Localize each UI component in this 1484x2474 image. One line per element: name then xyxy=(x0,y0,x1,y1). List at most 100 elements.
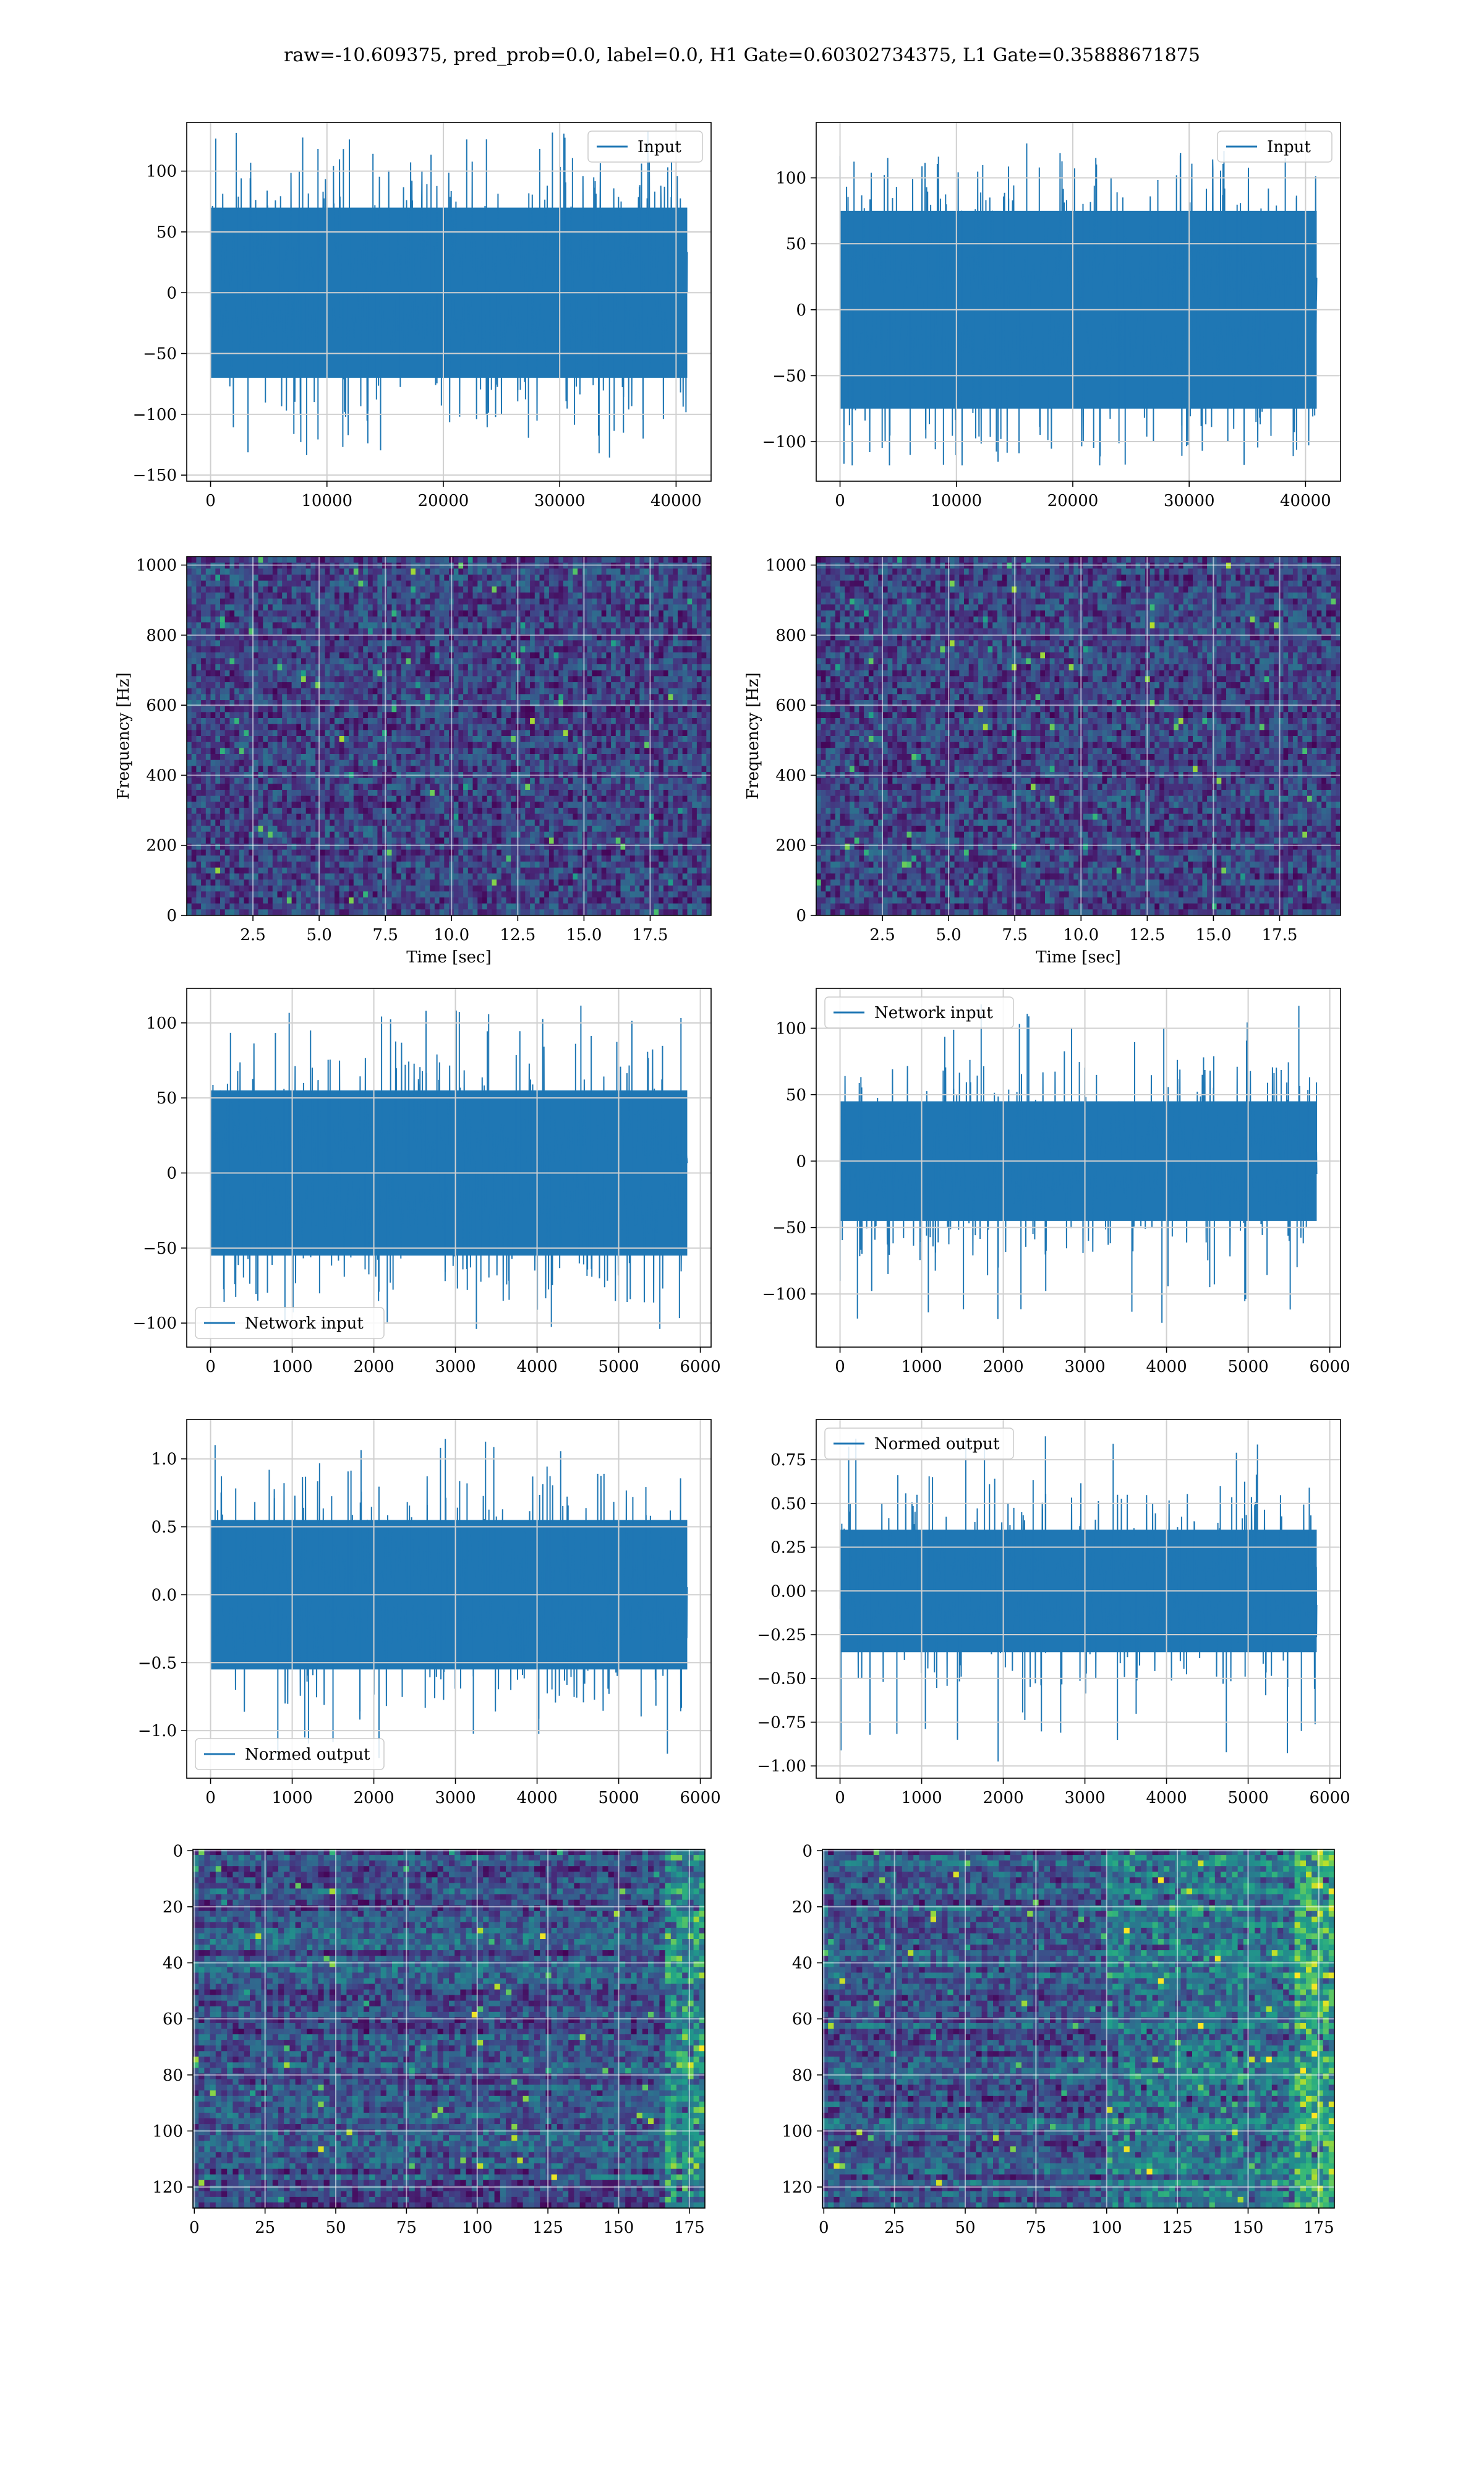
heatmap-cell xyxy=(377,718,383,725)
heatmap-cell xyxy=(649,652,655,659)
heatmap-cell xyxy=(358,622,364,629)
heatmap-cell xyxy=(353,604,359,611)
heatmap-cell xyxy=(249,724,254,730)
heatmap-cell xyxy=(434,652,440,659)
heatmap-cell xyxy=(377,568,383,575)
heatmap-cell xyxy=(497,562,502,569)
heatmap-cell xyxy=(458,646,464,653)
heatmap-cell xyxy=(587,754,592,761)
heatmap-cell xyxy=(668,640,673,647)
heatmap-cell xyxy=(439,622,445,629)
heatmap-cell xyxy=(325,813,330,820)
heatmap-cell xyxy=(620,724,626,730)
heatmap-cell xyxy=(205,790,211,797)
heatmap-cell xyxy=(477,712,483,719)
heatmap-cell xyxy=(363,616,369,623)
heatmap-cell xyxy=(239,646,245,653)
heatmap-cell xyxy=(335,718,340,725)
heatmap-cell xyxy=(568,676,573,683)
heatmap-cell xyxy=(620,622,626,629)
heatmap-cell xyxy=(377,813,383,820)
heatmap-cell xyxy=(578,712,583,719)
heatmap-cell xyxy=(386,760,393,766)
heatmap-cell xyxy=(629,580,636,587)
heatmap-cell xyxy=(367,557,373,563)
heatmap-cell xyxy=(253,813,259,820)
heatmap-cell xyxy=(453,802,459,808)
heatmap-cell xyxy=(296,557,302,563)
heatmap-cell xyxy=(239,593,245,599)
heatmap-cell xyxy=(534,658,540,665)
heatmap-cell xyxy=(210,808,216,815)
heatmap-cell xyxy=(597,562,602,569)
heatmap-cell xyxy=(511,568,516,575)
heatmap-cell xyxy=(377,784,383,790)
heatmap-cell xyxy=(353,766,359,773)
heatmap-cell xyxy=(654,694,659,701)
heatmap-cell xyxy=(191,790,197,797)
heatmap-cell xyxy=(201,718,207,725)
heatmap-cell xyxy=(463,628,469,635)
heatmap-cell xyxy=(258,766,263,773)
heatmap-cell xyxy=(692,575,697,581)
heatmap-cell xyxy=(673,664,678,671)
heatmap-cell xyxy=(196,712,202,719)
heatmap-cell xyxy=(463,598,469,605)
heatmap-cell xyxy=(339,700,344,707)
heatmap-cell xyxy=(210,640,216,647)
heatmap-cell xyxy=(482,784,488,790)
heatmap-cell xyxy=(420,712,425,719)
heatmap-cell xyxy=(286,557,292,563)
heatmap-cell xyxy=(530,622,535,629)
heatmap-cell xyxy=(229,712,235,719)
heatmap-cell xyxy=(258,580,263,587)
heatmap-cell xyxy=(634,766,640,773)
heatmap-cell xyxy=(401,593,407,599)
heatmap-cell xyxy=(534,706,540,713)
heatmap-cell xyxy=(639,808,645,815)
heatmap-cell xyxy=(553,634,559,641)
heatmap-cell xyxy=(277,580,283,587)
heatmap-cell xyxy=(520,730,526,737)
heatmap-cell xyxy=(215,742,221,748)
heatmap-cell xyxy=(615,652,621,659)
heatmap-cell xyxy=(339,616,344,623)
heatmap-cell xyxy=(620,575,626,581)
heatmap-cell xyxy=(282,628,288,635)
heatmap-cell xyxy=(668,766,673,773)
heatmap-cell xyxy=(386,676,393,683)
heatmap-cell xyxy=(263,557,268,563)
heatmap-cell xyxy=(391,706,397,713)
heatmap-cell xyxy=(692,795,697,802)
heatmap-cell xyxy=(649,575,655,581)
heatmap-cell xyxy=(606,575,612,581)
heatmap-cell xyxy=(544,557,550,563)
heatmap-cell xyxy=(234,568,240,575)
heatmap-cell xyxy=(663,706,669,713)
heatmap-cell xyxy=(291,760,297,766)
heatmap-cell xyxy=(301,712,307,719)
heatmap-cell xyxy=(239,610,245,617)
heatmap-cell xyxy=(506,568,511,575)
heatmap-cell xyxy=(282,557,288,563)
heatmap-cell xyxy=(487,646,492,653)
heatmap-cell xyxy=(391,664,397,671)
heatmap-cell xyxy=(396,580,402,587)
heatmap-cell xyxy=(477,628,483,635)
heatmap-cell xyxy=(406,784,411,790)
heatmap-cell xyxy=(644,790,650,797)
heatmap-cell xyxy=(501,754,507,761)
heatmap-cell xyxy=(573,575,578,581)
heatmap-cell xyxy=(639,568,645,575)
heatmap-cell xyxy=(234,562,240,569)
heatmap-cell xyxy=(563,593,569,599)
heatmap-cell xyxy=(668,730,673,737)
heatmap-cell xyxy=(458,676,464,683)
heatmap-cell xyxy=(463,562,469,569)
heatmap-cell xyxy=(196,610,202,617)
heatmap-cell xyxy=(396,784,402,790)
heatmap-cell xyxy=(615,616,621,623)
heatmap-cell xyxy=(196,688,202,695)
heatmap-cell xyxy=(601,718,607,725)
heatmap-cell xyxy=(539,700,545,707)
